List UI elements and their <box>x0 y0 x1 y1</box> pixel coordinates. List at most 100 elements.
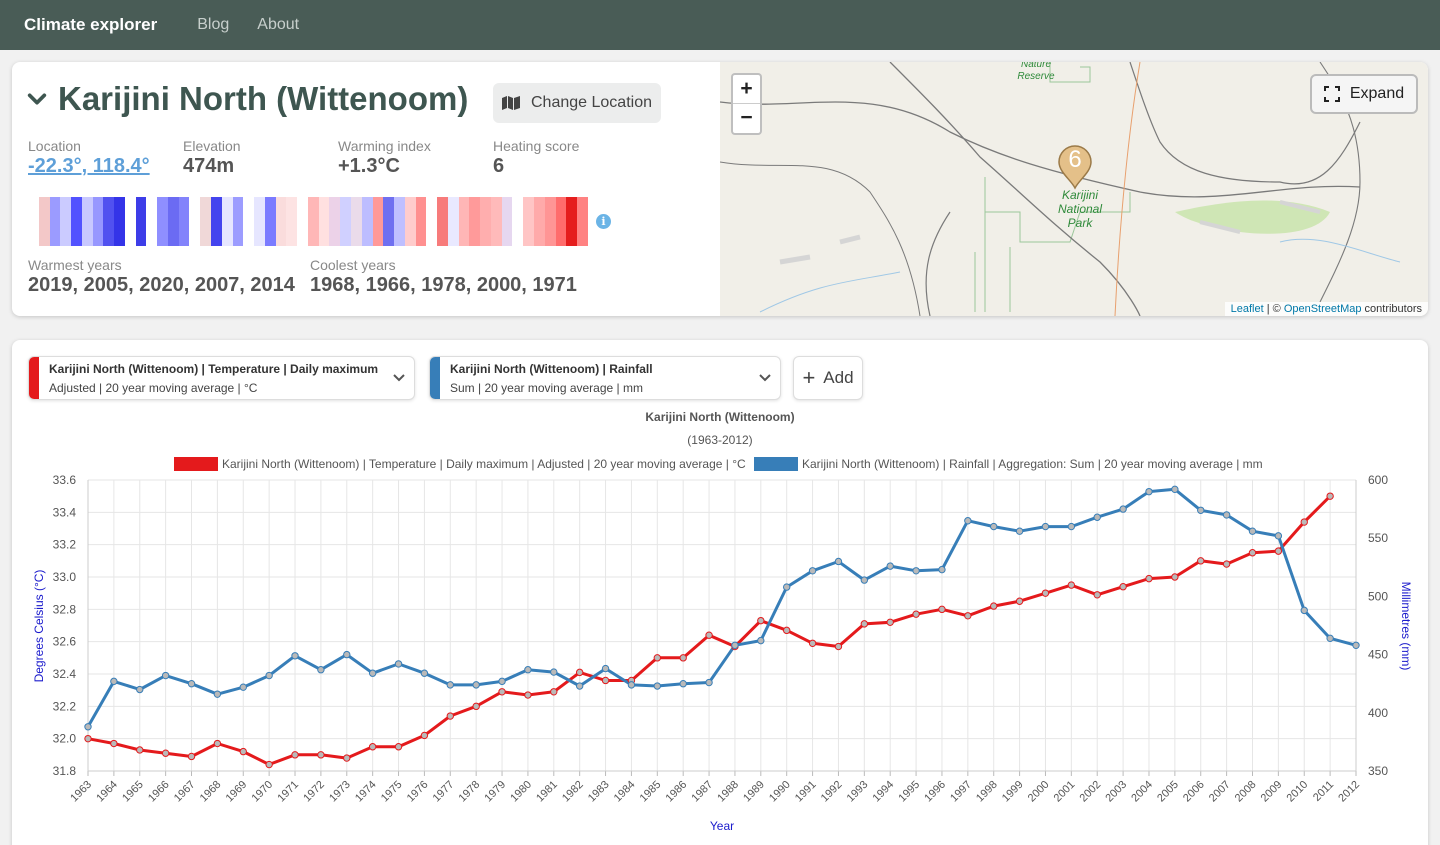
map-icon <box>502 96 520 110</box>
data-point <box>1274 532 1283 540</box>
data-point <box>136 685 144 694</box>
warming-stripe <box>458 197 470 246</box>
warming-stripe <box>350 197 362 246</box>
warming-stripes <box>28 197 588 246</box>
stat-heating-value: 6 <box>493 155 505 177</box>
data-point <box>524 666 532 674</box>
warming-stripe <box>254 197 265 246</box>
warming-stripe <box>38 197 50 246</box>
warming-stripe <box>71 197 82 246</box>
y-left-tick-label: 32.8 <box>53 602 77 616</box>
data-point <box>1248 527 1257 535</box>
nav-link-blog[interactable]: Blog <box>197 16 230 33</box>
series-selector-temperature[interactable]: Karijini North (Wittenoom) | Temperature… <box>28 356 415 400</box>
top-navbar: Climate explorer Blog About <box>0 0 1440 50</box>
y-right-tick-label: 550 <box>1368 531 1388 545</box>
series-line <box>86 487 1357 728</box>
data-point <box>1119 583 1127 591</box>
warming-stripe <box>92 197 104 246</box>
x-tick-label: 1999 <box>1000 779 1026 805</box>
y-left-tick-label: 33.0 <box>53 570 77 584</box>
data-point <box>84 734 92 743</box>
data-point <box>964 517 972 525</box>
zoom-in-button[interactable]: + <box>733 75 760 104</box>
location-map[interactable]: Nature Reserve Karijini National Park 6 … <box>720 62 1428 316</box>
legend-swatch <box>174 457 218 471</box>
warming-stripe <box>490 197 502 246</box>
data-point <box>446 681 454 689</box>
data-point <box>705 631 713 639</box>
data-point <box>239 747 247 756</box>
x-tick-label: 1971 <box>275 779 301 805</box>
collapse-chevron-icon[interactable] <box>26 88 48 110</box>
data-point <box>705 678 713 687</box>
warming-stripe <box>415 197 427 246</box>
y-left-tick-label: 32.0 <box>53 732 77 746</box>
stat-heating-label: Heating score <box>493 138 580 154</box>
nav-link-about[interactable]: About <box>257 16 300 33</box>
data-point <box>420 669 429 677</box>
data-point <box>1352 641 1360 649</box>
expand-label: Expand <box>1349 85 1405 102</box>
warming-stripe <box>512 197 524 246</box>
warming-stripe <box>275 197 287 246</box>
series-selector-rainfall[interactable]: Karijini North (Wittenoom) | Rainfall Su… <box>429 356 781 400</box>
x-tick-label: 1970 <box>249 779 275 805</box>
attribution-separator: | © <box>1263 303 1284 315</box>
map-tiles <box>720 62 1401 316</box>
data-point <box>1145 487 1153 496</box>
x-tick-label: 2005 <box>1155 779 1181 805</box>
y-right-tick-label: 400 <box>1368 706 1388 720</box>
data-point <box>213 690 222 698</box>
expand-map-button[interactable]: Expand <box>1310 74 1418 114</box>
x-tick-label: 1983 <box>586 779 612 805</box>
leaflet-link[interactable]: Leaflet <box>1230 303 1264 315</box>
data-point <box>1274 547 1283 555</box>
y-left-axis-title: Degrees Celsius (°C) <box>32 570 46 683</box>
zoom-out-button[interactable]: − <box>740 106 753 129</box>
location-marker[interactable]: 6 <box>1057 144 1093 190</box>
legend-entry: Karijini North (Wittenoom) | Rainfall | … <box>802 457 1263 471</box>
brand-link[interactable]: Climate explorer <box>24 15 158 34</box>
coordinates-link[interactable]: -22.3°, 118.4° <box>28 155 150 177</box>
data-point <box>834 557 843 566</box>
series-selector-title: Karijini North (Wittenoom) | Temperature… <box>49 362 379 376</box>
series-color-bar <box>29 357 39 399</box>
x-tick-label: 2012 <box>1336 779 1362 805</box>
stat-heating-score: Heating score 6 <box>493 138 579 178</box>
data-point <box>1093 591 1101 599</box>
change-location-button[interactable]: Change Location <box>493 83 661 123</box>
coolest-years-label: Coolest years <box>310 257 396 273</box>
warming-stripe <box>189 197 201 246</box>
data-point <box>731 641 739 649</box>
add-series-button[interactable]: + Add <box>793 356 863 400</box>
data-point <box>601 664 610 673</box>
data-point <box>575 668 584 677</box>
x-tick-label: 1974 <box>353 779 379 805</box>
stat-elevation: Elevation 474m <box>183 138 241 178</box>
stat-location-label: Location <box>28 138 81 154</box>
data-point <box>1093 513 1101 521</box>
data-point <box>938 565 946 574</box>
x-tick-label: 1994 <box>871 779 897 805</box>
x-tick-label: 1981 <box>534 779 560 805</box>
osm-link[interactable]: OpenStreetMap <box>1283 303 1362 315</box>
warmest-years-value: 2019, 2005, 2020, 2007, 2014 <box>28 274 295 296</box>
warming-stripe <box>146 197 158 246</box>
data-point <box>834 642 843 651</box>
x-tick-label: 1972 <box>301 779 327 805</box>
data-point <box>782 583 791 591</box>
warming-stripe <box>383 197 395 246</box>
info-icon[interactable]: i <box>596 214 611 229</box>
data-point <box>886 618 894 626</box>
data-point <box>265 760 273 769</box>
data-point <box>1300 518 1308 526</box>
warmest-years: Warmest years 2019, 2005, 2020, 2007, 20… <box>28 257 295 297</box>
warming-stripe <box>232 197 244 246</box>
warming-stripe <box>318 197 330 246</box>
x-tick-label: 1964 <box>94 779 120 805</box>
park-label: Karijini National Park <box>1057 188 1103 230</box>
warming-stripe <box>103 197 115 246</box>
x-tick-label: 1965 <box>120 779 146 805</box>
series-selector-detail: Sum | 20 year moving average | mm <box>450 381 643 395</box>
